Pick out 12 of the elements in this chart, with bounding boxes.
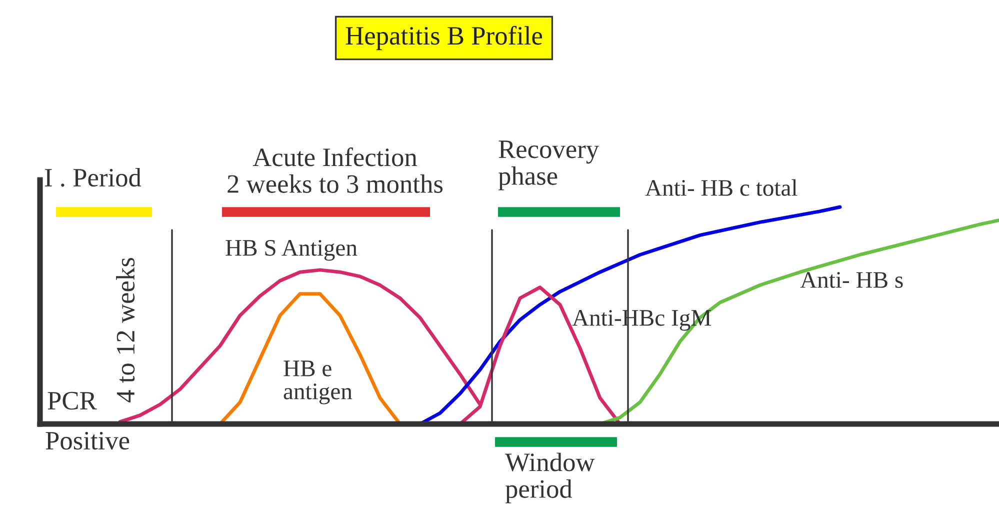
text: Positive — [46, 432, 130, 450]
series-label: HB e antigen — [284, 360, 352, 404]
series-label: Anti- HB s — [800, 272, 903, 288]
chart-title: Hepatitis B Profile — [346, 26, 542, 50]
text: Recovery phase — [498, 140, 600, 190]
annotation: 4 to 12 weeks — [116, 258, 135, 402]
series-label: Anti- HB c total — [645, 179, 798, 196]
text: Acute Infection 2 weeks to 3 months — [228, 147, 443, 193]
annotation: PCR — [48, 392, 97, 410]
text: I . Period — [44, 168, 142, 187]
series-label: HB S Antigen — [226, 240, 358, 261]
text: Window period — [505, 452, 595, 504]
